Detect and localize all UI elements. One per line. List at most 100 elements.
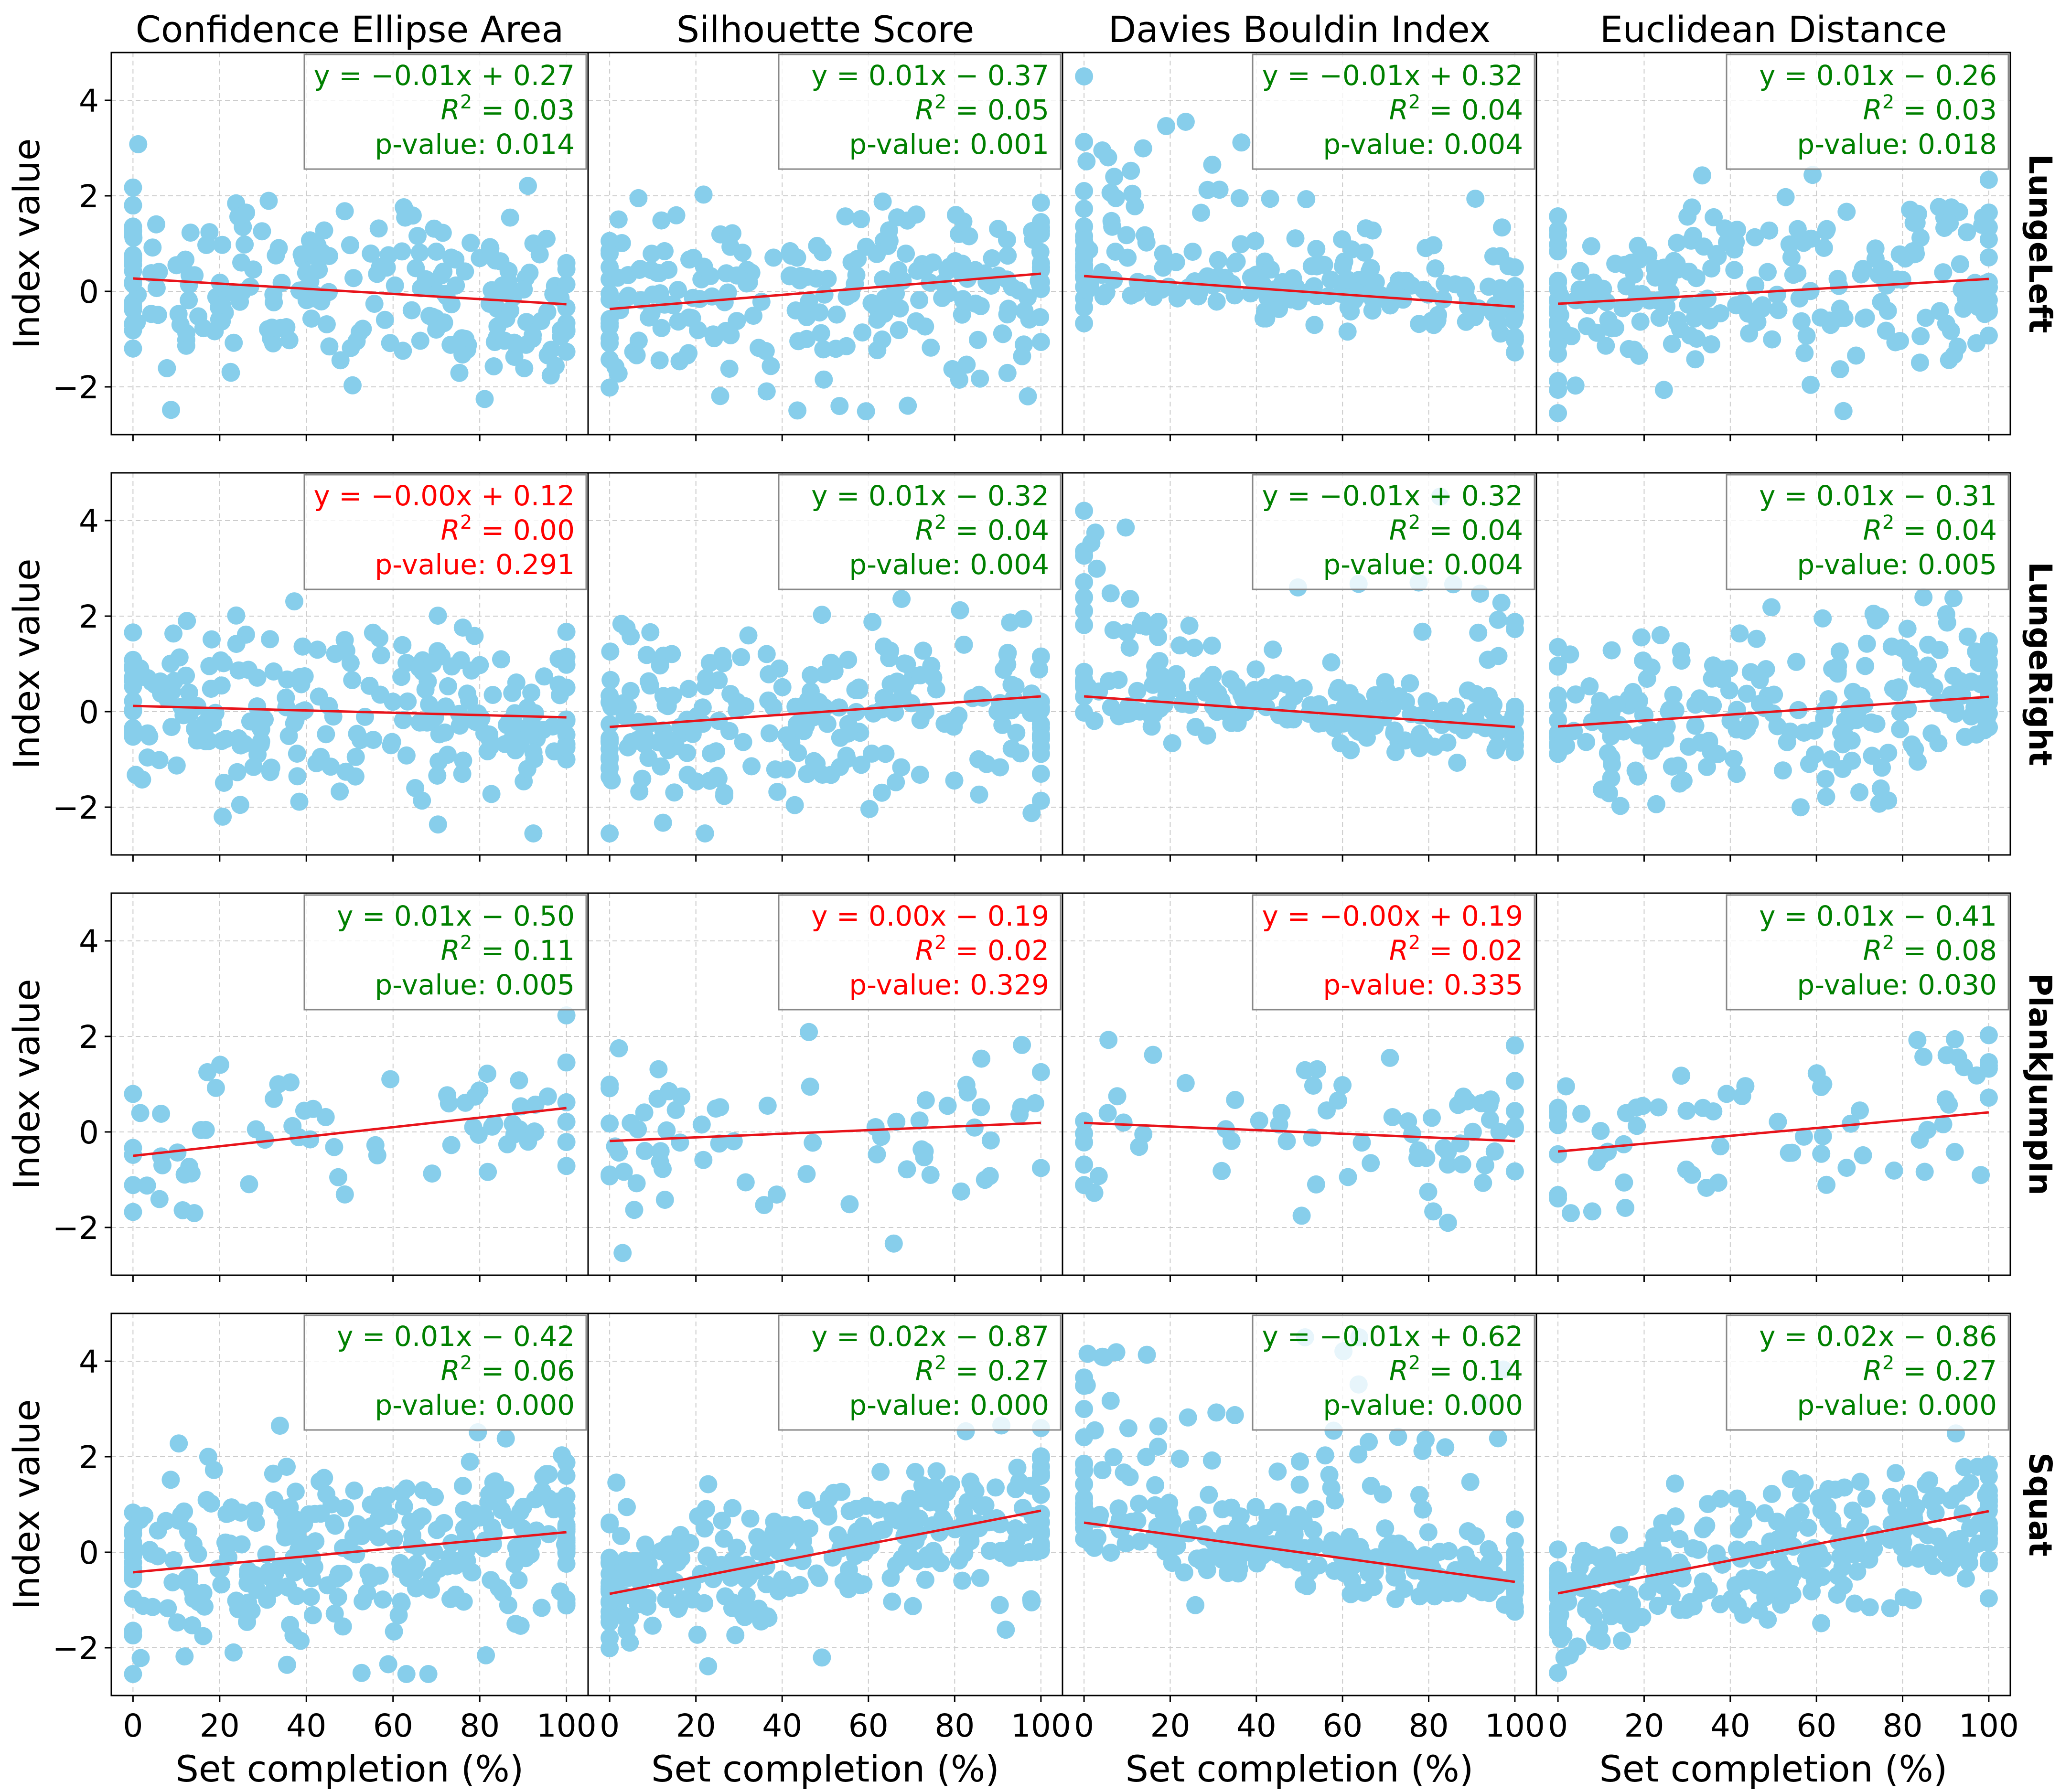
scatter-point (1598, 1546, 1617, 1565)
scatter-point (1784, 1537, 1803, 1556)
scatter-point (456, 1093, 475, 1112)
scatter-point (1611, 797, 1630, 815)
scatter-point (1958, 223, 1976, 242)
scatter-point (860, 800, 879, 818)
scatter-point (688, 1625, 707, 1644)
scatter-point (705, 329, 723, 348)
scatter-point (1438, 1214, 1457, 1232)
scatter-point (542, 341, 560, 359)
scatter-point (419, 1665, 438, 1683)
scatter-point (124, 178, 142, 197)
scatter-point (1230, 189, 1249, 207)
scatter-point (288, 767, 307, 786)
scatter-point (1666, 1507, 1685, 1525)
scatter-point (1908, 1031, 1927, 1049)
scatter-point (1670, 1553, 1689, 1572)
scatter-point (618, 698, 637, 716)
scatter-point (1448, 754, 1467, 772)
scatter-point (711, 1098, 730, 1117)
scatter-point (495, 331, 514, 350)
scatter-point (364, 731, 383, 749)
scatter-point (1831, 360, 1849, 379)
scatter-point (557, 275, 576, 294)
scatter-point (557, 1006, 576, 1024)
scatter-point (993, 324, 1011, 343)
scatter-point (1577, 733, 1596, 751)
scatter-point (649, 733, 667, 752)
scatter-point (1333, 1076, 1352, 1094)
scatter-point (1700, 311, 1719, 330)
stats-box (1726, 894, 2009, 1011)
scatter-point (1965, 698, 1984, 716)
scatter-point (1979, 1589, 1998, 1608)
scatter-point (1232, 133, 1251, 152)
scatter-point (801, 1077, 819, 1096)
scatter-point (1075, 672, 1094, 690)
scatter-point (1476, 719, 1494, 737)
scatter-point (971, 369, 989, 388)
scatter-point (657, 1121, 676, 1140)
scatter-point (875, 304, 894, 323)
scatter-point (180, 291, 198, 309)
scatter-point (1213, 1162, 1231, 1180)
scatter-point (711, 387, 730, 405)
scatter-point (1851, 1101, 1869, 1120)
scatter-point (818, 269, 837, 288)
scatter-point (1436, 274, 1454, 293)
scatter-point (1186, 1596, 1205, 1614)
stats-box (303, 53, 587, 170)
scatter-point (1093, 1347, 1112, 1366)
scatter-point (1904, 1505, 1923, 1524)
scatter-point (1424, 1202, 1443, 1221)
scatter-point (480, 1485, 498, 1504)
scatter-point (177, 324, 195, 342)
scatter-point (1109, 1499, 1128, 1518)
scatter-point (1463, 1122, 1482, 1141)
scatter-point (302, 309, 321, 328)
scatter-point (1794, 234, 1813, 252)
scatter-point (694, 185, 713, 204)
scatter-point (146, 675, 164, 694)
scatter-point (365, 295, 384, 313)
scatter-point (1566, 376, 1585, 395)
scatter-point (1845, 1545, 1864, 1564)
scatter-point (899, 396, 917, 415)
scatter-point (1103, 217, 1122, 236)
scatter-point (1295, 1576, 1313, 1594)
scatter-point (1979, 1496, 1998, 1515)
scatter-point (1117, 623, 1136, 642)
scatter-point (758, 1607, 777, 1626)
scatter-point (660, 1082, 678, 1100)
scatter-point (1629, 726, 1648, 745)
panel-frame-r2c3 (1535, 892, 2011, 1276)
scatter-point (557, 1093, 576, 1111)
scatter-point (1666, 701, 1685, 719)
scatter-point (398, 692, 417, 711)
scatter-point (934, 274, 952, 292)
scatter-point (1031, 258, 1050, 277)
scatter-point (1917, 671, 1935, 689)
scatter-point (640, 308, 658, 327)
regression-equation: y = −0.01x + 0.27 (314, 59, 575, 92)
x-tick-label: 80 (1883, 1707, 1923, 1744)
scatter-point (953, 305, 971, 324)
scatter-point (1813, 609, 1832, 628)
scatter-point (206, 704, 225, 722)
panel-frame-r3c3 (1535, 1312, 2011, 1696)
scatter-point (1119, 1419, 1137, 1438)
scatter-point (1362, 1154, 1380, 1173)
x-tick-label: 20 (200, 1707, 240, 1744)
scatter-point (1787, 652, 1805, 671)
scatter-point (1117, 226, 1136, 245)
panel-frame-r0c3 (1535, 52, 2011, 436)
scatter-point (300, 231, 319, 250)
scatter-point (501, 301, 520, 320)
scatter-point (889, 261, 908, 279)
y-tick-label: 0 (79, 694, 99, 731)
scatter-point (651, 1153, 669, 1172)
scatter-point (1008, 1459, 1027, 1477)
scatter-point (981, 1131, 1000, 1150)
scatter-point (461, 234, 480, 252)
r-squared-label: R2 = 0.04 (1863, 512, 1997, 546)
scatter-point (301, 1588, 320, 1606)
